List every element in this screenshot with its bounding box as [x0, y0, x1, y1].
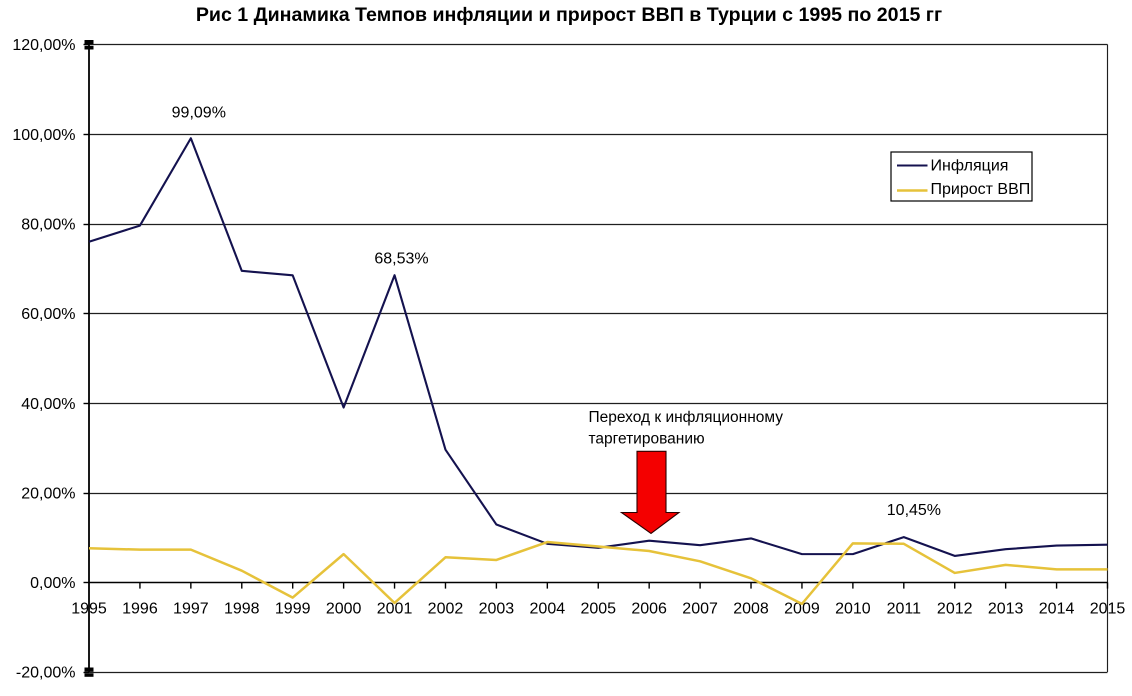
svg-text:100,00%: 100,00%	[12, 127, 75, 144]
svg-text:120,00%: 120,00%	[12, 37, 75, 54]
svg-text:2007: 2007	[682, 601, 718, 618]
svg-text:40,00%: 40,00%	[21, 396, 75, 413]
svg-text:2015: 2015	[1090, 601, 1126, 618]
svg-text:2014: 2014	[1039, 601, 1075, 618]
svg-text:1999: 1999	[275, 601, 311, 618]
svg-text:60,00%: 60,00%	[21, 306, 75, 323]
svg-text:2010: 2010	[835, 601, 871, 618]
svg-text:1997: 1997	[173, 601, 209, 618]
svg-text:Инфляция: Инфляция	[931, 158, 1009, 175]
svg-text:таргетированию: таргетированию	[589, 431, 705, 448]
svg-text:Рис 1 Динамика Темпов инфляции: Рис 1 Динамика Темпов инфляции и прирост…	[196, 4, 942, 26]
svg-text:1995: 1995	[71, 601, 107, 618]
svg-text:2003: 2003	[479, 601, 515, 618]
svg-text:2004: 2004	[530, 601, 566, 618]
svg-text:2000: 2000	[326, 601, 362, 618]
svg-text:1996: 1996	[122, 601, 158, 618]
svg-text:2013: 2013	[988, 601, 1024, 618]
svg-text:0,00%: 0,00%	[30, 575, 75, 592]
svg-text:2006: 2006	[631, 601, 667, 618]
svg-text:99,09%: 99,09%	[172, 105, 226, 122]
svg-text:2002: 2002	[428, 601, 464, 618]
svg-text:2005: 2005	[580, 601, 616, 618]
svg-text:2008: 2008	[733, 601, 769, 618]
svg-text:2001: 2001	[377, 601, 413, 618]
svg-text:80,00%: 80,00%	[21, 216, 75, 233]
svg-text:1998: 1998	[224, 601, 260, 618]
svg-text:2009: 2009	[784, 601, 820, 618]
svg-text:2011: 2011	[887, 601, 922, 618]
svg-text:20,00%: 20,00%	[21, 485, 75, 502]
svg-text:Переход к инфляционному: Переход к инфляционному	[589, 409, 784, 426]
svg-text:68,53%: 68,53%	[374, 251, 428, 268]
svg-text:10,45%: 10,45%	[887, 502, 941, 519]
svg-text:2012: 2012	[937, 601, 973, 618]
svg-text:-20,00%: -20,00%	[16, 665, 76, 682]
svg-text:Прирост ВВП: Прирост ВВП	[931, 181, 1031, 198]
